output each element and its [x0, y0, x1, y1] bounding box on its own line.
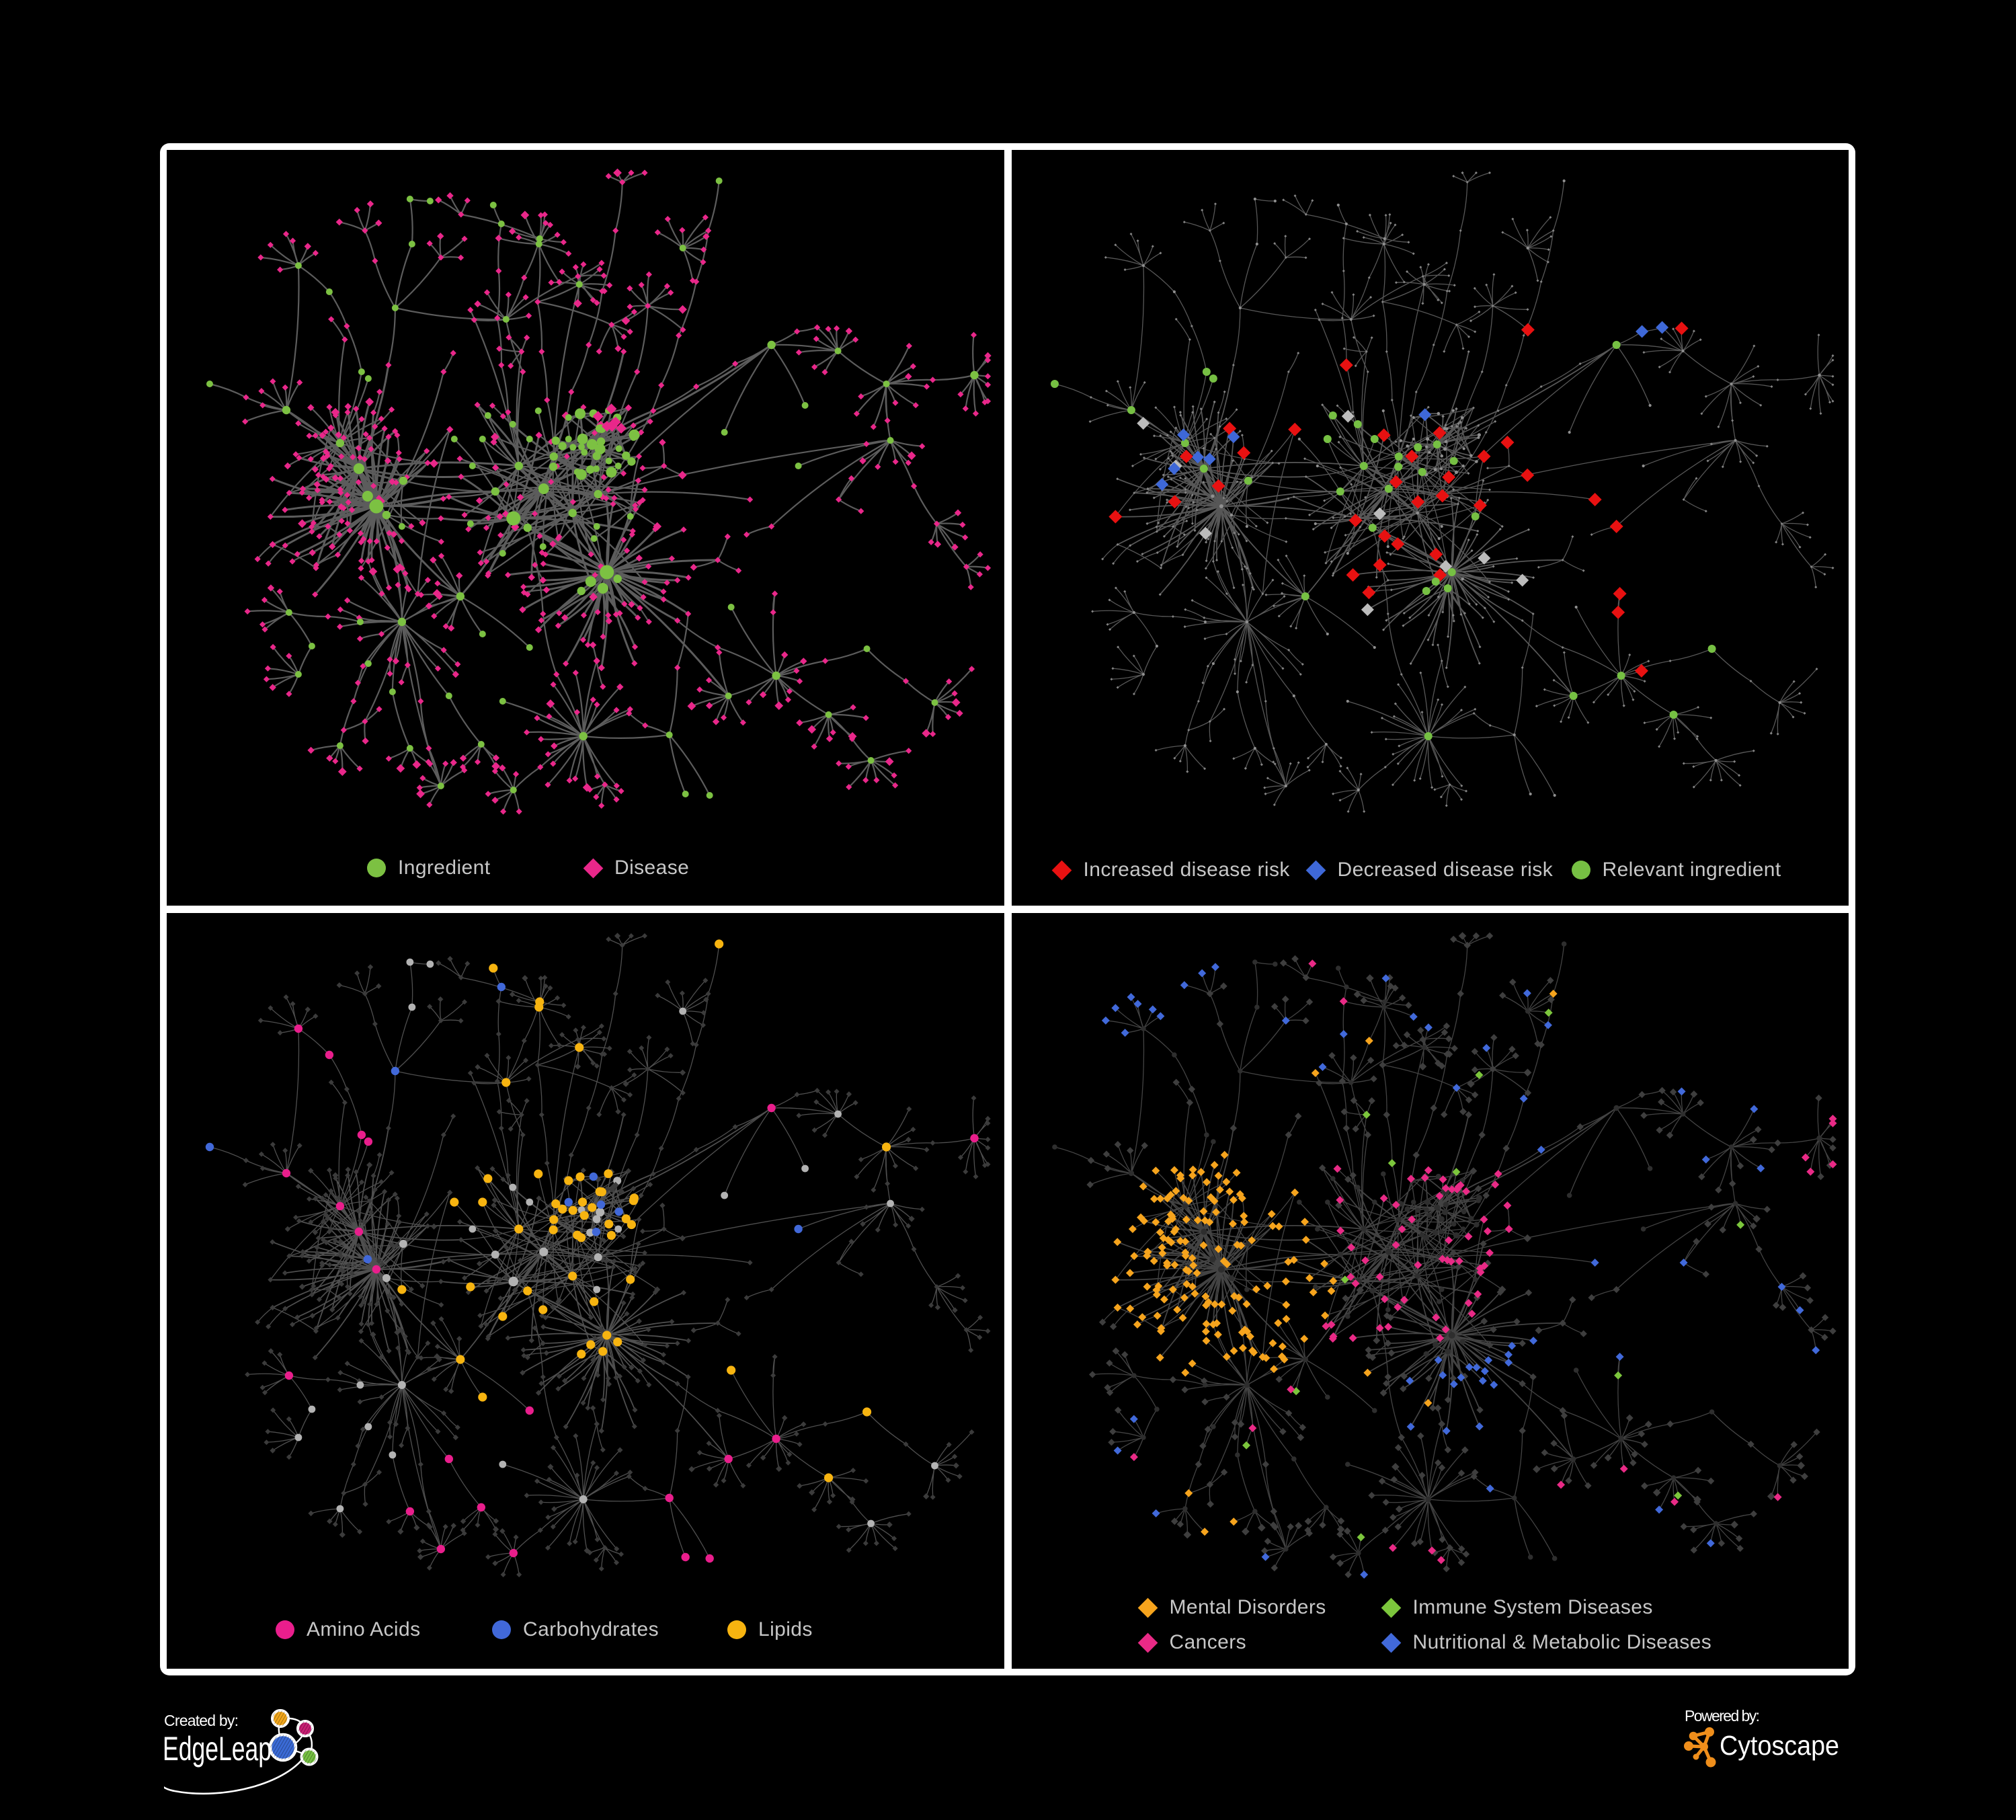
legend-item: Lipids — [727, 1616, 813, 1643]
legend-diamond-marker — [583, 858, 603, 878]
panel-disease-categories: Mental Disorders Immune System Diseases … — [1011, 913, 1849, 1669]
legend-label: Increased disease risk — [1083, 859, 1290, 881]
legend-item: Immune System Diseases — [1381, 1594, 1653, 1621]
legend-item: Cancers — [1137, 1629, 1247, 1656]
edgeleap-brand: EdgeLeap — [164, 1730, 272, 1768]
edgeleap-credit: Created by: EdgeLeap — [157, 1705, 581, 1820]
legend-label: Amino Acids — [307, 1618, 421, 1640]
legend-diamond-marker — [1381, 1632, 1402, 1653]
legend-diamond-marker — [1137, 1632, 1158, 1653]
legend-label: Ingredient — [398, 857, 491, 879]
cytoscape-logo: Powered by: — [1684, 1707, 1839, 1768]
legend-diamond-marker — [1305, 860, 1326, 880]
panel-node-types: Ingredient Disease — [167, 150, 1004, 906]
legend-label: Relevant ingredient — [1602, 859, 1781, 881]
network-node-types — [206, 168, 992, 815]
legend-item: Amino Acids — [276, 1616, 420, 1643]
legend-label: Disease — [614, 857, 690, 879]
legend-label: Lipids — [758, 1618, 813, 1640]
legend-diamond-marker — [1051, 860, 1072, 880]
network-disease-risk — [1050, 171, 1834, 813]
legend-label: Mental Disorders — [1169, 1596, 1326, 1618]
edgeleap-nodes — [268, 1709, 319, 1766]
legend-label: Nutritional & Metabolic Diseases — [1412, 1631, 1712, 1653]
edgeleap-logo: Created by: EdgeLeap — [157, 1709, 319, 1795]
cytoscape-credit: Powered by: — [1683, 1707, 1898, 1785]
panel-ingredient-classes: Amino Acids Carbohydrates Lipids — [167, 913, 1004, 1669]
legend-circle-marker — [367, 859, 386, 877]
cytoscape-brand: Cytoscape — [1720, 1730, 1839, 1761]
network-ingredient-classes — [205, 933, 991, 1577]
legend-item: Ingredient — [367, 855, 490, 881]
legend-item: Increased disease risk — [1051, 857, 1290, 883]
legend-item: Relevant ingredient — [1571, 857, 1781, 883]
cytoscape-icon — [1684, 1727, 1716, 1768]
legend-item: Carbohydrates — [492, 1616, 659, 1643]
legend-label: Cancers — [1169, 1631, 1247, 1653]
legend-item: Decreased disease risk — [1305, 857, 1554, 883]
powered-by-label: Powered by: — [1685, 1708, 1761, 1725]
panel-grid: Ingredient Disease Increased disease ris… — [160, 143, 1855, 1675]
legend-label: Carbohydrates — [523, 1618, 659, 1640]
legend-circle-marker — [276, 1620, 294, 1639]
legend-diamond-marker — [1381, 1597, 1402, 1618]
legend-label: Immune System Diseases — [1412, 1596, 1653, 1618]
legend-item: Mental Disorders — [1137, 1594, 1326, 1621]
network-disease-categories — [1051, 932, 1837, 1579]
legend-item: Disease — [583, 855, 689, 881]
legend-item: Nutritional & Metabolic Diseases — [1381, 1629, 1712, 1656]
legend-circle-marker — [1571, 861, 1590, 879]
legend-label: Decreased disease risk — [1337, 859, 1554, 881]
panel-disease-risk: Increased disease risk Decreased disease… — [1011, 150, 1849, 906]
legend-circle-marker — [492, 1620, 511, 1639]
legend-circle-marker — [727, 1620, 746, 1639]
legend-diamond-marker — [1137, 1597, 1158, 1618]
created-by-label: Created by: — [164, 1712, 239, 1729]
